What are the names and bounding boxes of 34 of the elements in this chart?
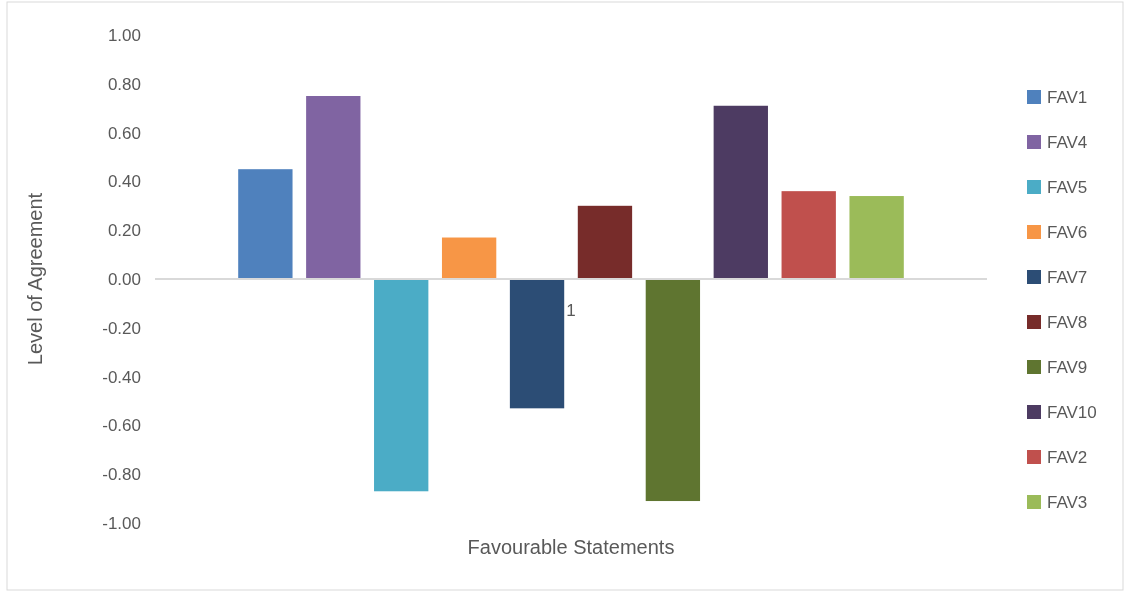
legend-label: FAV5	[1047, 178, 1088, 197]
bar	[781, 191, 836, 279]
legend-label: FAV9	[1047, 358, 1088, 377]
y-tick-label: 0.40	[107, 172, 141, 192]
y-tick-label: -0.80	[102, 465, 141, 485]
bar	[306, 96, 361, 279]
bar	[509, 279, 565, 409]
legend-label: FAV2	[1047, 448, 1088, 467]
y-tick-label: -1.00	[102, 513, 141, 533]
legend-label: FAV4	[1047, 133, 1088, 152]
bar	[238, 169, 293, 279]
bar	[849, 196, 904, 279]
legend-label: FAV10	[1047, 403, 1097, 422]
y-tick-label: -0.60	[102, 416, 141, 436]
bar	[577, 205, 633, 279]
legend-label: FAV3	[1047, 493, 1088, 512]
legend-label: FAV6	[1047, 223, 1088, 242]
bar	[441, 237, 497, 279]
bar	[713, 105, 768, 279]
bar	[645, 279, 701, 502]
legend-label: FAV8	[1047, 313, 1088, 332]
y-tick-label: -0.20	[102, 318, 141, 338]
bar	[374, 279, 429, 492]
x-tick-label: 1	[566, 301, 576, 320]
legend-label: FAV1	[1047, 88, 1088, 107]
y-tick-label: 0.00	[107, 269, 141, 289]
x-axis-title: Favourable Statements	[467, 536, 675, 558]
y-tick-label: 0.20	[107, 221, 141, 241]
legend-label: FAV7	[1047, 268, 1088, 287]
y-tick-label: -0.40	[102, 367, 141, 387]
y-axis-title: Level of Agreement	[24, 192, 46, 366]
y-tick-label: 0.60	[107, 123, 141, 143]
y-tick-label: 1.00	[107, 25, 141, 45]
y-tick-label: 0.80	[107, 74, 141, 94]
